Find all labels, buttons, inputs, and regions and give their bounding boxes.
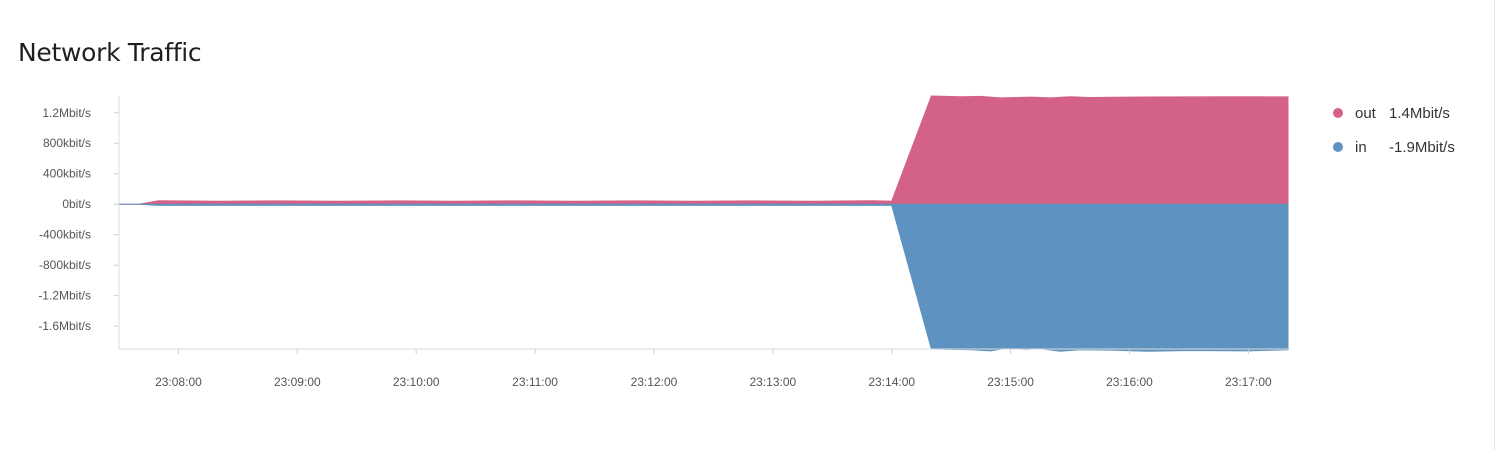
x-axis-ticks: 23:08:00 23:09:00 23:10:00 23:11:00 23:12:00… xyxy=(155,349,1272,389)
legend-value-in: -1.9Mbit/s xyxy=(1389,138,1455,156)
x-tick-label: 23:08:00 xyxy=(155,375,202,389)
legend-value-out: 1.4Mbit/s xyxy=(1389,104,1450,122)
y-tick-label: 400kbit/s xyxy=(43,167,91,181)
x-tick-label: 23:14:00 xyxy=(868,375,915,389)
y-tick-label: 0bit/s xyxy=(62,197,91,211)
chart-title: Network Traffic xyxy=(18,38,202,67)
x-tick-label: 23:11:00 xyxy=(512,375,558,389)
panel-border xyxy=(1494,0,1495,450)
legend-item-out[interactable]: out 1.4Mbit/s xyxy=(1333,96,1455,130)
legend-name-in: in xyxy=(1355,138,1367,156)
y-axis-ticks: 1.2Mbit/s 800kbit/s 400kbit/s 0bit/s -400kbi… xyxy=(38,106,119,333)
y-tick-label: -800kbit/s xyxy=(39,258,91,272)
legend-item-in[interactable]: in -1.9Mbit/s xyxy=(1333,130,1455,164)
x-tick-label: 23:10:00 xyxy=(393,375,440,389)
axes xyxy=(118,96,1288,350)
y-tick-label: 800kbit/s xyxy=(43,136,91,150)
legend-name-out: out xyxy=(1355,104,1376,122)
network-traffic-chart: 1.2Mbit/s 800kbit/s 400kbit/s 0bit/s -400kbi… xyxy=(38,95,1289,389)
y-tick-label: -1.6Mbit/s xyxy=(38,319,91,333)
y-tick-label: -1.2Mbit/s xyxy=(38,289,91,303)
x-tick-label: 23:12:00 xyxy=(631,375,678,389)
y-tick-label: 1.2Mbit/s xyxy=(42,106,91,120)
legend-swatch-out xyxy=(1333,108,1343,118)
legend-swatch-in xyxy=(1333,142,1343,152)
x-tick-label: 23:13:00 xyxy=(749,375,796,389)
x-tick-label: 23:17:00 xyxy=(1225,375,1272,389)
x-tick-label: 23:16:00 xyxy=(1106,375,1153,389)
legend: out 1.4Mbit/s in -1.9Mbit/s xyxy=(1333,96,1455,164)
series-area-in xyxy=(119,203,1289,352)
series-area-out xyxy=(119,95,1289,205)
series-areas xyxy=(119,95,1289,352)
x-tick-label: 23:15:00 xyxy=(987,375,1034,389)
y-tick-label: -400kbit/s xyxy=(39,228,91,242)
x-tick-label: 23:09:00 xyxy=(274,375,321,389)
